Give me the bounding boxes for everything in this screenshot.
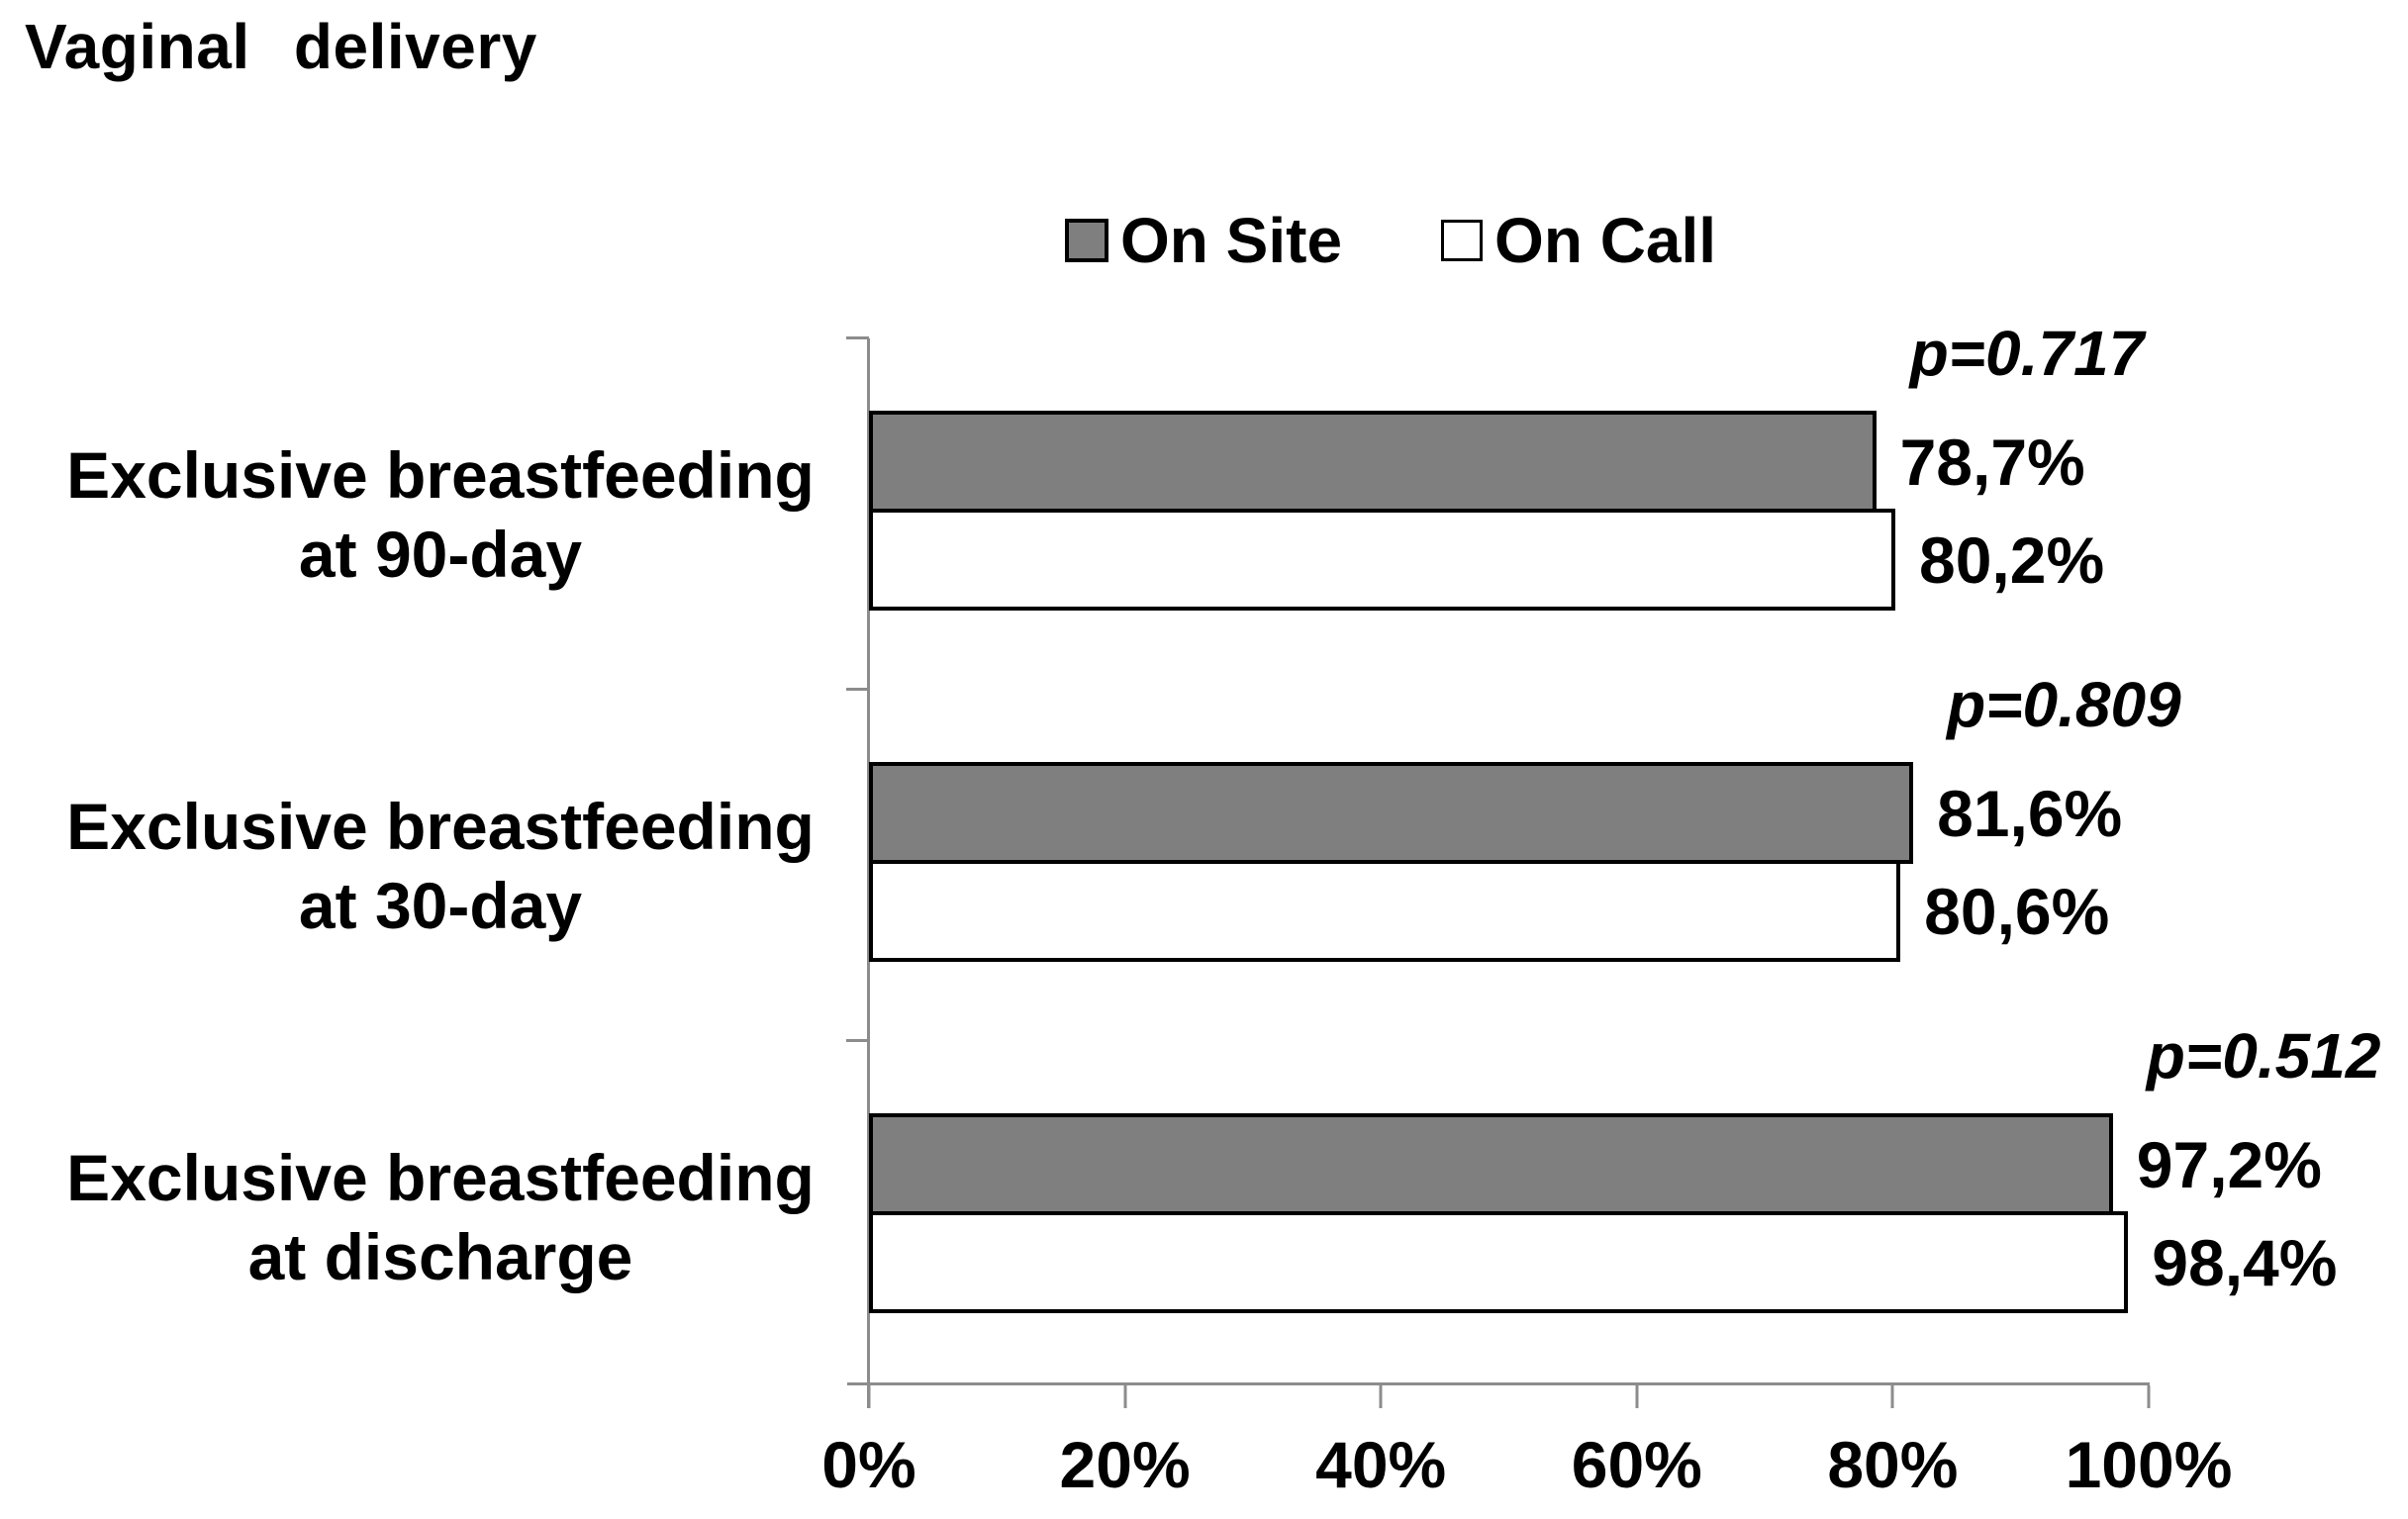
bar-group-90-day: Exclusive breastfeeding at 90-day p=0.71… <box>0 322 2408 690</box>
x-axis-tick <box>1890 1385 1894 1408</box>
category-label-line1: Exclusive breastfeeding <box>66 789 815 863</box>
legend: On Site On Call <box>1065 203 1716 278</box>
bar-on-call <box>869 1211 2129 1313</box>
x-axis-tick <box>1379 1385 1383 1408</box>
x-axis-tick <box>867 1385 871 1408</box>
category-label-discharge: Exclusive breastfeeding at discharge <box>59 1138 821 1296</box>
bar-on-call <box>869 860 1901 962</box>
bar-on-call <box>869 509 1895 611</box>
x-tick-label: 80% <box>1827 1428 1959 1501</box>
bar-row-on-site: p=0.512 97,2% <box>869 1024 2380 1215</box>
category-label-line2: at 90-day <box>298 517 583 591</box>
legend-item-on-call: On Call <box>1441 204 1716 277</box>
bar-on-site <box>869 762 1914 864</box>
value-label-on-site: 78,7% <box>1899 425 2085 499</box>
bar-row-on-site: p=0.809 81,6% <box>869 673 2181 864</box>
bar-row-on-call: 98,4% <box>869 1211 2337 1313</box>
x-axis-line <box>847 1382 2150 1385</box>
y-axis-line <box>867 338 870 1408</box>
category-label-line1: Exclusive breastfeeding <box>66 1140 815 1214</box>
x-axis-tick <box>1123 1385 1127 1408</box>
x-axis-tick <box>1635 1385 1639 1408</box>
legend-label-on-call: On Call <box>1494 205 1717 276</box>
bar-row-on-site: p=0.717 78,7% <box>869 322 2149 513</box>
value-label-on-site: 81,6% <box>1937 776 2123 850</box>
bar-row-on-call: 80,2% <box>869 509 2149 611</box>
value-label-on-call: 98,4% <box>2152 1225 2338 1299</box>
y-axis-tick <box>846 688 869 691</box>
x-tick-label: 0% <box>821 1428 916 1501</box>
category-label-30-day: Exclusive breastfeeding at 30-day <box>59 787 821 945</box>
p-value-label: p=0.717 <box>1909 318 2145 389</box>
category-label-line2: at discharge <box>247 1219 633 1293</box>
category-label-line1: Exclusive breastfeeding <box>66 437 815 512</box>
x-tick-label: 60% <box>1571 1428 1702 1501</box>
bar-on-site <box>869 1113 2113 1215</box>
on-site-swatch-icon <box>1065 219 1108 262</box>
category-label-90-day: Exclusive breastfeeding at 90-day <box>59 435 821 594</box>
on-call-swatch-icon <box>1441 220 1484 261</box>
legend-label-on-site: On Site <box>1120 205 1343 276</box>
x-tick-label: 20% <box>1059 1428 1191 1501</box>
y-axis-tick <box>846 1039 869 1042</box>
x-axis-tick <box>2147 1385 2151 1408</box>
bars-area: p=0.512 97,2% 98,4% <box>869 1024 2380 1392</box>
value-label-on-site: 97,2% <box>2136 1127 2322 1201</box>
bar-group-30-day: Exclusive breastfeeding at 30-day p=0.80… <box>0 673 2408 1041</box>
legend-item-on-site: On Site <box>1065 204 1342 277</box>
bars-area: p=0.717 78,7% 80,2% <box>869 322 2149 690</box>
value-label-on-call: 80,2% <box>1918 522 2105 597</box>
category-label-line2: at 30-day <box>298 868 583 942</box>
x-tick-label: 40% <box>1315 1428 1447 1501</box>
value-label-on-call: 80,6% <box>1924 874 2110 948</box>
x-axis-ticks: 0% 20% 40% 60% 80% 100% <box>821 1385 2232 1514</box>
y-axis-tick <box>846 336 869 339</box>
bar-on-site <box>869 411 1877 513</box>
bar-row-on-call: 80,6% <box>869 860 2149 962</box>
p-value-label: p=0.809 <box>1947 669 2181 740</box>
p-value-label: p=0.512 <box>2146 1020 2381 1092</box>
x-tick-label: 100% <box>2065 1428 2233 1501</box>
bar-group-discharge: Exclusive breastfeeding at discharge p=0… <box>0 1024 2408 1392</box>
chart-title: Vaginal delivery <box>25 11 537 82</box>
bars-area: p=0.809 81,6% 80,6% <box>869 673 2181 1041</box>
